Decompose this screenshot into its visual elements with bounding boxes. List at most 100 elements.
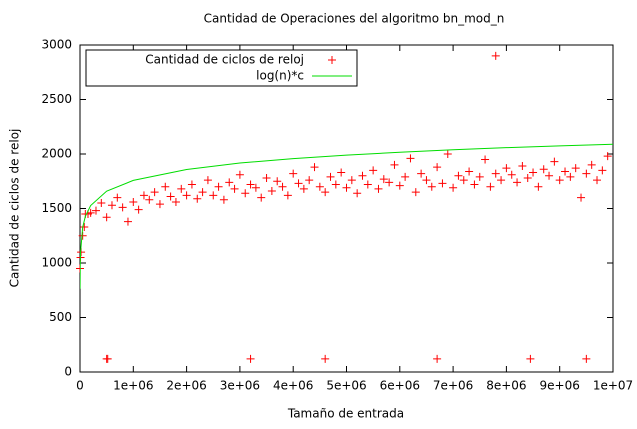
data-point [379,175,388,184]
data-point [337,168,346,177]
data-point [491,169,500,178]
data-point [523,173,532,182]
data-point [358,171,367,180]
data-point [502,164,511,173]
data-point [465,167,474,176]
data-point [491,51,500,60]
data-point [598,166,607,175]
data-point [353,189,362,198]
data-point [155,200,164,209]
data-point [283,191,292,200]
data-point [566,172,575,181]
data-point [470,180,479,189]
data-point [561,167,570,176]
data-point [454,171,463,180]
x-tick-label: 4e+06 [273,379,313,393]
data-point [507,170,516,179]
x-tick-label: 3e+06 [220,379,260,393]
x-tick-label: 8e+06 [486,379,526,393]
legend-box [85,49,358,87]
data-point [449,183,458,192]
data-point [539,165,548,174]
data-point [321,188,330,197]
data-point [395,181,404,190]
x-tick-label: 1e+07 [593,379,633,393]
data-point [582,169,591,178]
data-point [310,163,319,172]
data-point [129,197,138,206]
data-point [342,183,351,192]
data-point [438,179,447,188]
data-point [427,182,436,191]
data-point [230,184,239,193]
data-point [145,195,154,204]
data-point [235,170,244,179]
data-point [294,179,303,188]
y-tick-label: 2500 [41,92,72,106]
data-point [582,354,591,363]
data-point [497,176,506,185]
data-point [401,172,410,181]
legend-label: log(n)*c [256,69,304,83]
x-tick-label: 5e+06 [326,379,366,393]
data-point [481,155,490,164]
data-point [433,163,442,172]
y-axis-label: Cantidad de ciclos de reloj [8,129,22,288]
data-point [593,176,602,185]
y-tick-label: 2000 [41,147,72,161]
data-point [225,178,234,187]
chart-title: Cantidad de Operaciones del algoritmo bn… [204,12,505,26]
data-point [422,176,431,185]
data-point [177,184,186,193]
data-point [113,193,122,202]
data-point [150,188,159,197]
legend-label: Cantidad de ciclos de reloj [145,53,304,67]
data-point [278,182,287,191]
data-point [139,191,148,200]
data-point [209,191,218,200]
data-point [321,354,330,363]
data-point [369,166,378,175]
data-point [251,183,260,192]
legend-marker [328,56,336,64]
y-tick-label: 0 [64,365,72,379]
data-point [513,178,522,187]
data-point [246,354,255,363]
data-point [241,189,250,198]
data-point [203,176,212,185]
data-point [347,176,356,185]
data-point [219,195,228,204]
x-tick-label: 7e+06 [433,379,473,393]
data-point [374,184,383,193]
data-point [161,182,170,191]
data-point [118,203,127,212]
data-point [214,182,223,191]
data-point [526,354,535,363]
x-tick-label: 1e+06 [113,379,153,393]
data-point [123,217,132,226]
data-point [86,208,95,217]
data-point [134,205,143,214]
data-point [315,182,324,191]
x-tick-label: 9e+06 [540,379,580,393]
data-point [603,152,612,161]
data-point [182,191,191,200]
data-point [518,161,527,170]
data-point [545,171,554,180]
data-point [406,154,415,163]
data-point [305,176,314,185]
data-point [587,160,596,169]
data-point [534,182,543,191]
data-point [91,206,100,215]
data-point [550,157,559,166]
data-point [385,178,394,187]
data-point [246,180,255,189]
x-axis-label: Tamaño de entrada [287,407,404,421]
data-line [80,143,613,289]
y-tick-label: 3000 [41,38,72,52]
data-point [390,160,399,169]
data-point [262,173,271,182]
data-point [299,184,308,193]
data-point [331,180,340,189]
